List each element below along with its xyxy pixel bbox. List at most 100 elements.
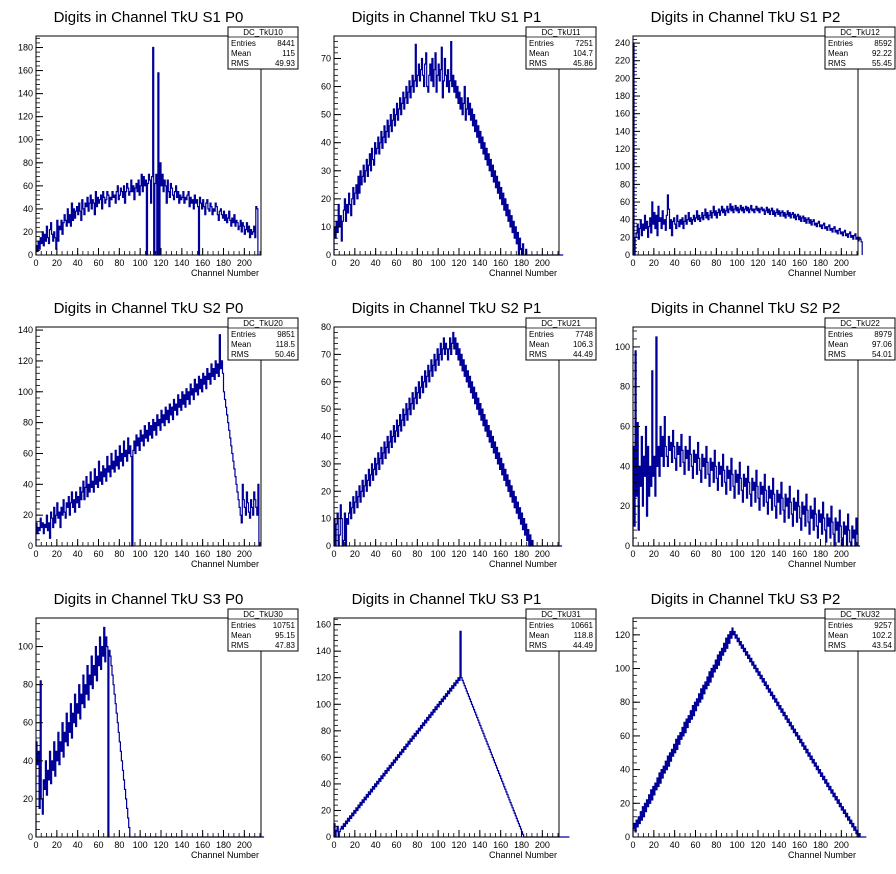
plot-frame (35, 326, 262, 547)
x-tick-label: 20 (649, 258, 659, 268)
x-tick-label: 80 (114, 840, 124, 850)
stats-box-label: Entries (529, 39, 554, 48)
x-tick-label: 120 (750, 840, 765, 850)
y-tick-label: 240 (615, 38, 630, 48)
y-tick-label: 120 (316, 673, 331, 683)
stats-box-label: RMS (529, 641, 547, 650)
x-tick-label: 60 (690, 258, 700, 268)
x-tick-label: 60 (93, 549, 103, 559)
x-axis-title: Channel Number (788, 850, 856, 860)
x-tick-label: 20 (52, 549, 62, 559)
y-tick-label: 40 (321, 779, 331, 789)
stats-box-value: 7748 (575, 330, 593, 339)
x-tick-label: 40 (73, 840, 83, 850)
histogram-panel: Digits in Channel TkU S1 P2 0 20 40 60 80 100 1… (615, 9, 896, 278)
y-tick-label: 20 (23, 227, 33, 237)
y-tick-label: 60 (23, 181, 33, 191)
stats-box-value: 118.5 (276, 340, 296, 349)
stats-box-value: 118.8 (574, 631, 594, 640)
x-axis-title: Channel Number (191, 850, 259, 860)
x-tick-label: 120 (153, 549, 168, 559)
x-tick-label: 120 (153, 840, 168, 850)
stats-box-value: 50.46 (275, 350, 296, 359)
x-tick-label: 200 (834, 549, 849, 559)
x-tick-label: 100 (431, 258, 446, 268)
y-tick-label: 40 (321, 432, 331, 442)
x-axis-title: Channel Number (191, 268, 259, 278)
histogram-series (333, 331, 563, 547)
x-axis-title: Channel Number (489, 559, 557, 569)
y-tick-label: 120 (18, 112, 33, 122)
stats-box-value: 106.3 (573, 340, 594, 349)
y-tick-label: 160 (316, 620, 331, 630)
y-tick-label: 60 (23, 718, 33, 728)
y-tick-label: 40 (23, 204, 33, 214)
x-tick-label: 60 (391, 840, 401, 850)
y-tick-label: 0 (625, 832, 630, 842)
y-tick-label: 20 (23, 510, 33, 520)
stats-box-value: 95.15 (275, 631, 296, 640)
stats-box-label: RMS (529, 59, 547, 68)
stats-box-label: RMS (828, 350, 846, 359)
histogram-series (35, 626, 265, 838)
x-tick-label: 100 (730, 258, 745, 268)
y-tick-label: 80 (23, 418, 33, 428)
histogram-panel: Digits in Channel TkU S2 P2 0 20 40 60 80 100 0… (615, 300, 896, 569)
stats-box-value: 45.86 (573, 59, 594, 68)
x-tick-label: 160 (195, 840, 210, 850)
stats-box-value: 104.7 (573, 49, 594, 58)
y-tick-label: 200 (615, 73, 630, 83)
stats-box-name: DC_TkU12 (840, 28, 880, 37)
y-tick-label: 120 (18, 356, 33, 366)
y-tick-label: 140 (18, 325, 33, 335)
stats-box-label: Mean (231, 631, 251, 640)
y-tick-label: 60 (321, 377, 331, 387)
x-tick-label: 100 (431, 840, 446, 850)
stats-box-name: DC_TkU32 (840, 610, 880, 619)
x-tick-label: 20 (649, 840, 659, 850)
y-tick-label: 40 (620, 461, 630, 471)
y-tick-label: 40 (620, 765, 630, 775)
x-tick-label: 100 (431, 549, 446, 559)
y-tick-label: 100 (18, 135, 33, 145)
x-tick-label: 80 (711, 549, 721, 559)
x-tick-label: 200 (237, 549, 252, 559)
x-tick-label: 200 (834, 840, 849, 850)
y-tick-label: 80 (321, 322, 331, 332)
x-tick-label: 180 (813, 549, 828, 559)
y-tick-label: 220 (615, 56, 630, 66)
y-tick-label: 80 (620, 382, 630, 392)
x-tick-label: 60 (391, 258, 401, 268)
stats-box-value: 115 (282, 49, 295, 58)
x-tick-label: 100 (133, 258, 148, 268)
stats-box-value: 9851 (277, 330, 295, 339)
x-tick-label: 140 (174, 258, 189, 268)
histogram-series (632, 627, 867, 838)
x-tick-label: 120 (153, 258, 168, 268)
stats-box-value: 92.22 (872, 49, 893, 58)
stats-box-label: RMS (231, 350, 249, 359)
y-tick-label: 180 (18, 43, 33, 53)
panel-title: Digits in Channel TkU S1 P2 (651, 9, 841, 26)
histogram-panel: Digits in Channel TkU S3 P0 0 20 40 60 80 100 0… (18, 591, 299, 860)
x-tick-label: 0 (331, 258, 336, 268)
stats-box-label: Mean (529, 340, 549, 349)
stats-box-value: 55.45 (872, 59, 893, 68)
stats-box-value: 47.83 (275, 641, 296, 650)
y-tick-label: 0 (326, 250, 331, 260)
x-tick-label: 80 (412, 549, 422, 559)
y-tick-label: 100 (316, 699, 331, 709)
stats-box-name: DC_TkU31 (541, 610, 581, 619)
plot-frame (632, 326, 859, 547)
stats-box: DC_TkU20 Entries 9851 Mean 118.5 RMS 50.46 (227, 317, 299, 361)
x-axis-title: Channel Number (788, 268, 856, 278)
stats-box: DC_TkU32 Entries 9257 Mean 102.2 RMS 43.54 (824, 608, 896, 652)
y-tick-label: 0 (326, 541, 331, 551)
x-tick-label: 40 (670, 258, 680, 268)
x-tick-label: 180 (813, 258, 828, 268)
x-tick-label: 160 (493, 840, 508, 850)
stats-box-frame (525, 26, 597, 70)
x-tick-label: 80 (412, 840, 422, 850)
y-tick-label: 160 (18, 66, 33, 76)
y-tick-label: 80 (620, 697, 630, 707)
